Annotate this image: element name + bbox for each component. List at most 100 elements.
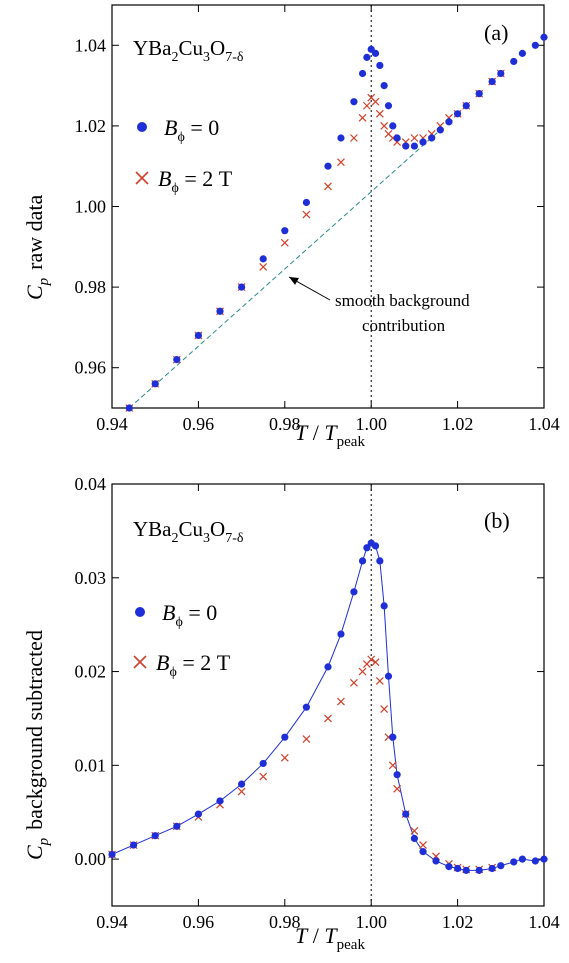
x-tick-label: 1.00: [355, 912, 387, 932]
x-tick-label: 1.04: [528, 414, 560, 434]
data-point-b2t: [380, 121, 389, 130]
legend-marker-dot-b: [135, 607, 145, 617]
data-point-b0: [380, 82, 388, 90]
data-point-b0: [510, 57, 518, 66]
data-point-b0: [337, 134, 345, 142]
data-point-b2t: [337, 158, 345, 167]
data-point-b0: [454, 110, 462, 118]
data-point-b0: [432, 857, 440, 865]
data-point-b0: [436, 126, 444, 134]
data-point-b0: [125, 404, 133, 412]
legend-b: Bϕ = 0 Bϕ = 2 T: [133, 600, 231, 680]
data-point-b0: [337, 630, 345, 638]
data-point-b0: [324, 162, 332, 170]
data-point-b0: [350, 98, 358, 106]
data-point-b0: [173, 822, 181, 830]
panel-label-b: (b): [484, 508, 510, 533]
data-point-b2t: [280, 753, 289, 762]
data-point-b0: [402, 142, 410, 150]
data-point-b0: [393, 771, 401, 779]
data-point-b0: [428, 134, 436, 142]
y-axis-label-a: Cpraw data: [22, 194, 52, 300]
data-point-b0: [194, 810, 202, 818]
data-point-b0: [410, 142, 418, 150]
legend-marker-cross-b: [133, 655, 147, 669]
y-tick-label: 0.01: [75, 755, 107, 775]
data-point-b0: [540, 33, 548, 41]
data-point-b0: [497, 862, 505, 870]
panel-a: 0.94 0.96 0.98 1.00 1.02 1.04 0.96 0.98 1.00 1.02…: [22, 4, 560, 450]
data-point-b0: [389, 122, 397, 130]
data-point-b0: [130, 841, 138, 849]
x-tick-label: 1.02: [442, 912, 474, 932]
data-point-b2t: [337, 697, 345, 706]
data-point-b0: [238, 283, 246, 291]
data-point-b0: [216, 307, 224, 315]
y-tick-label: 0.98: [75, 277, 107, 297]
data-point-b0: [358, 557, 367, 565]
annotation-line-2: contribution: [362, 316, 446, 335]
legend-a: Bϕ = 0 Bϕ = 2 T: [135, 115, 233, 196]
data-point-b2t: [410, 827, 419, 835]
data-point-b0: [363, 53, 371, 61]
data-point-b0: [454, 864, 462, 873]
data-point-b2t: [358, 113, 367, 122]
data-point-b0: [402, 810, 410, 818]
legend-entry-2-a: Bϕ = 2 T: [158, 166, 233, 196]
legend-entry-2-b: Bϕ = 2 T: [156, 650, 231, 680]
y-tick-label: 0.00: [75, 849, 107, 869]
data-point-b2t: [259, 263, 268, 271]
y-tick-label: 0.96: [75, 358, 107, 378]
panel-label-a: (a): [484, 20, 508, 45]
data-point-b2t: [388, 761, 397, 770]
data-point-b0: [497, 69, 505, 78]
connecting-line-b: [111, 542, 545, 871]
data-point-b2t: [410, 134, 419, 142]
x-tick-label: 0.98: [269, 414, 301, 434]
legend-entry-1-b: Bϕ = 0: [162, 600, 217, 630]
data-point-b2t: [302, 210, 311, 219]
compound-label-a: YBa2Cu3O7-δ: [133, 36, 244, 65]
data-marks-a: [125, 33, 548, 412]
x-tick-label: 0.94: [96, 912, 128, 932]
data-point-b2t: [302, 735, 311, 743]
data-point-b0: [475, 90, 483, 98]
plot-frame-b: [111, 483, 545, 907]
y-tick-label: 1.00: [75, 197, 107, 217]
legend-entry-1-a: Bϕ = 0: [164, 115, 219, 145]
y-tick-label: 0.04: [75, 474, 107, 494]
data-point-b2t: [380, 705, 389, 713]
data-point-b0: [350, 588, 358, 596]
data-point-b2t: [324, 714, 332, 723]
legend-marker-dot-a: [137, 122, 147, 132]
data-point-b0: [445, 118, 453, 126]
panel-b: 0.94 0.96 0.98 1.00 1.02 1.04 0.00 0.01 0.02 0.03…: [22, 474, 560, 953]
data-point-b0: [173, 356, 181, 364]
data-point-b2t: [324, 182, 332, 191]
data-point-b0: [259, 759, 267, 768]
data-point-b0: [540, 855, 548, 863]
data-point-b2t: [358, 667, 367, 676]
data-point-b0: [281, 227, 289, 235]
data-point-b0: [371, 49, 380, 57]
annotation-arrowhead: [289, 277, 299, 285]
y-tick-label: 1.02: [75, 116, 107, 136]
x-tick-label: 0.96: [183, 912, 215, 932]
data-point-b2t: [280, 238, 289, 247]
data-point-b2t: [371, 97, 380, 106]
annotation-line-1: smooth background: [335, 291, 470, 310]
data-point-b0: [108, 850, 116, 859]
data-point-b0: [445, 863, 453, 871]
y-axis-label-b: Cpbackground subtracted: [22, 630, 52, 860]
data-point-b0: [384, 672, 393, 680]
x-tick-label: 0.94: [96, 414, 128, 434]
data-point-b2t: [259, 772, 268, 781]
data-point-b0: [151, 380, 159, 388]
data-point-b0: [216, 797, 224, 805]
background-line: [128, 129, 441, 409]
data-point-b0: [410, 834, 418, 843]
data-point-b0: [281, 733, 289, 741]
data-point-b0: [389, 733, 397, 741]
data-point-b0: [151, 832, 159, 840]
